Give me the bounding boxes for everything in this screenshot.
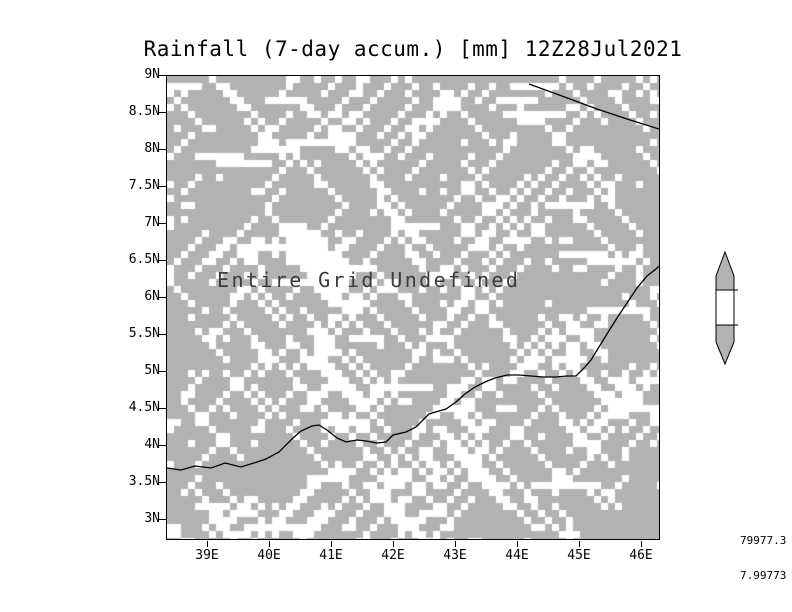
x-tick-label: 42E [381, 548, 405, 563]
x-tick-mark [579, 541, 580, 547]
colorbar-arrow [715, 250, 738, 366]
map-overlay [167, 83, 659, 471]
y-tick-label: 4N [144, 437, 160, 452]
x-tick-mark [269, 541, 270, 547]
x-tick-mark [517, 541, 518, 547]
y-tick-mark [158, 445, 166, 446]
y-tick-label: 5N [144, 363, 160, 378]
y-tick-label: 8.5N [128, 104, 160, 119]
x-tick-label: 45E [567, 548, 591, 563]
x-tick-mark [331, 541, 332, 547]
y-tick-mark [158, 223, 166, 224]
x-tick-mark [641, 541, 642, 547]
y-tick-label: 6N [144, 289, 160, 304]
y-tick-mark [158, 482, 166, 483]
coastline-northeast [528, 83, 659, 130]
colorbar-max-label: 79977.3 [740, 534, 787, 547]
y-tick-mark [158, 260, 166, 261]
x-tick-label: 46E [629, 548, 653, 563]
x-tick-label: 41E [319, 548, 343, 563]
y-tick-mark [158, 186, 166, 187]
y-tick-label: 7N [144, 215, 160, 230]
y-tick-label: 8N [144, 141, 160, 156]
colorbar-bottom-segment [716, 325, 734, 364]
x-tick-label: 44E [505, 548, 529, 563]
x-tick-label: 39E [195, 548, 219, 563]
y-tick-mark [158, 519, 166, 520]
y-tick-label: 7.5N [128, 178, 160, 193]
colorbar-mid-segment [716, 290, 734, 325]
y-tick-label: 4.5N [128, 400, 160, 415]
x-tick-mark [393, 541, 394, 547]
colorbar: 79977.3 7.99773 [708, 250, 792, 582]
y-tick-label: 6.5N [128, 252, 160, 267]
coastline-main [167, 265, 659, 471]
undefined-grid-label: Entire Grid Undefined [217, 268, 521, 292]
y-tick-mark [158, 112, 166, 113]
x-tick-label: 40E [257, 548, 281, 563]
x-tick-mark [207, 541, 208, 547]
y-tick-mark [158, 371, 166, 372]
y-tick-label: 3.5N [128, 474, 160, 489]
colorbar-min-label: 7.99773 [740, 569, 787, 582]
y-tick-label: 5.5N [128, 326, 160, 341]
y-tick-label: 3N [144, 511, 160, 526]
colorbar-outline [715, 250, 735, 366]
colorbar-top-segment [716, 252, 734, 290]
undefined-grid-pattern [167, 76, 659, 539]
y-tick-mark [158, 149, 166, 150]
y-tick-mark [158, 75, 166, 76]
y-tick-mark [158, 408, 166, 409]
plot-area: Entire Grid Undefined [166, 75, 660, 540]
y-tick-mark [158, 334, 166, 335]
x-tick-mark [455, 541, 456, 547]
x-tick-label: 43E [443, 548, 467, 563]
y-tick-mark [158, 297, 166, 298]
plot-title: Rainfall (7-day accum.) [mm] 12Z28Jul202… [143, 37, 683, 61]
y-tick-label: 9N [144, 67, 160, 82]
